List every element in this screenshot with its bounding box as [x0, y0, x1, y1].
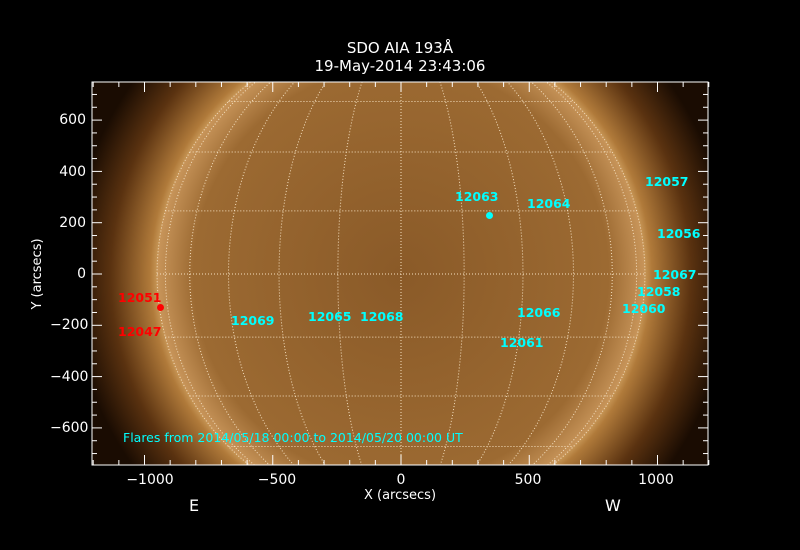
- title-timestamp: 19-May-2014 23:43:06: [314, 57, 486, 75]
- x-tick-label: −1000: [126, 472, 174, 488]
- region-label: 12068: [360, 309, 404, 324]
- flare-period-note: Flares from 2014/05/18 00:00 to 2014/05/…: [123, 430, 463, 445]
- region-label: 12058: [637, 284, 681, 299]
- title-instrument: SDO AIA 193Å: [346, 39, 454, 57]
- x-axis-label: X (arcsecs): [363, 488, 437, 503]
- x-tick-label: 0: [396, 472, 406, 488]
- region-label: 12064: [527, 196, 571, 211]
- region-label: 12061: [500, 335, 544, 350]
- x-tick-label: 1000: [638, 472, 674, 488]
- east-limb-label: E: [189, 496, 200, 515]
- region-label: 12069: [231, 313, 275, 328]
- y-tick-label: 600: [59, 112, 86, 128]
- flare-region-label: 12051: [118, 290, 162, 305]
- y-tick-label: 0: [77, 266, 86, 282]
- y-tick-label: −400: [50, 369, 89, 385]
- region-label: 12060: [622, 301, 666, 316]
- region-label: 12056: [657, 226, 701, 241]
- y-axis-label: Y (arcsecs): [30, 238, 45, 310]
- region-label: 12063: [455, 189, 499, 204]
- region-label: 12067: [653, 267, 697, 282]
- x-tick-label: −500: [257, 472, 297, 488]
- region-label: 12065: [308, 309, 352, 324]
- flare-region-label: 12047: [118, 324, 162, 339]
- sun-disk-with-grid: [92, 82, 708, 465]
- y-tick-label: 200: [59, 215, 86, 231]
- flare-marker: [157, 304, 164, 311]
- y-tick-label: −200: [50, 317, 89, 333]
- flare-marker: [486, 212, 493, 219]
- y-tick-label: −600: [50, 420, 89, 436]
- west-limb-label: W: [605, 496, 621, 515]
- region-label: 12066: [517, 305, 561, 320]
- y-tick-label: 400: [59, 164, 86, 180]
- region-label: 12057: [645, 174, 689, 189]
- sun-image: 12063 12064 12057 12056 12067 12058 1206…: [92, 82, 708, 465]
- x-tick-label: 500: [514, 472, 542, 488]
